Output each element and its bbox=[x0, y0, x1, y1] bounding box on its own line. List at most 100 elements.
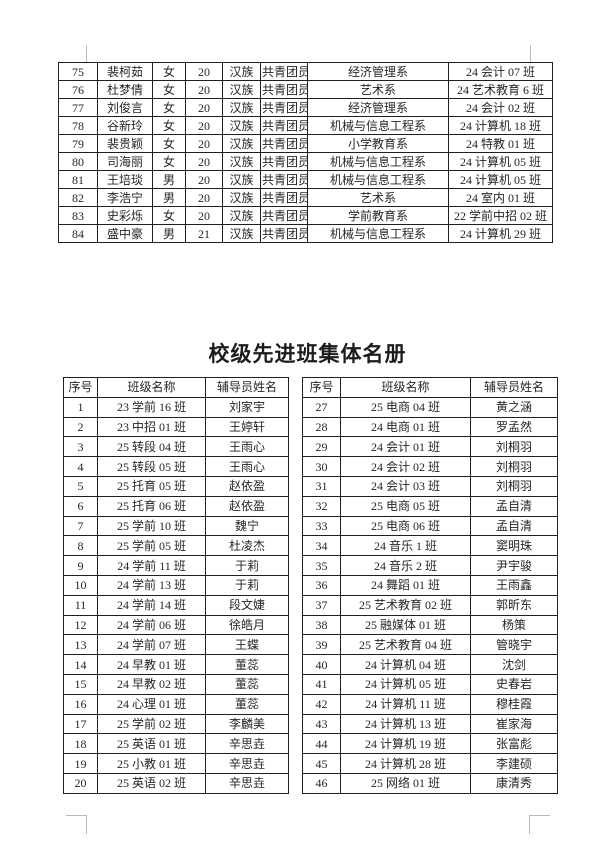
table-cell: 20 bbox=[185, 170, 223, 189]
table-cell: 83 bbox=[58, 206, 98, 225]
crop-mark-bottom-left bbox=[66, 815, 87, 834]
table-cell: 25 托育 06 班 bbox=[97, 495, 206, 517]
table-cell: 辛思垚 bbox=[205, 753, 289, 774]
table-cell: 1 bbox=[63, 396, 98, 418]
table-cell: 25 小教 01 班 bbox=[97, 753, 206, 774]
table-cell: 24 学前 06 班 bbox=[97, 614, 206, 636]
table-cell: 25 电商 04 班 bbox=[340, 396, 471, 418]
table-cell: 12 bbox=[63, 614, 98, 636]
table-cell: 罗孟然 bbox=[470, 416, 558, 438]
table-cell: 魏宁 bbox=[205, 515, 289, 537]
table-cell: 24 计算机 11 班 bbox=[340, 693, 471, 715]
table-row: 43 24 计算机 13 班崔家海 bbox=[302, 713, 558, 735]
table-cell: 25 电商 06 班 bbox=[340, 515, 471, 537]
table-cell: 45 bbox=[302, 753, 341, 774]
table-cell: 24 计算机 19 班 bbox=[340, 733, 471, 755]
table-cell: 辛思垚 bbox=[205, 772, 289, 794]
table-cell: 43 bbox=[302, 713, 341, 735]
table-cell: 康清秀 bbox=[470, 772, 558, 794]
table-cell: 汉族 bbox=[222, 80, 261, 99]
table-cell: 徐皓月 bbox=[205, 614, 289, 636]
table-cell: 24 会计 01 班 bbox=[340, 436, 471, 458]
table-row: 28 24 电商 01 班罗孟然 bbox=[302, 416, 558, 438]
table-row: 41 24 计算机 05 班史春岩 bbox=[302, 673, 558, 695]
table-cell: 管晓宇 bbox=[470, 634, 558, 656]
table-cell: 24 学前 14 班 bbox=[97, 594, 206, 616]
table-cell: 9 bbox=[63, 555, 98, 576]
table-row: 35 24 音乐 2 班尹宇骏 bbox=[302, 555, 558, 576]
table-cell: 共青团员 bbox=[260, 170, 308, 189]
table-cell: 汉族 bbox=[222, 224, 261, 243]
table-row: 14 24 早教 01 班董蕊 bbox=[63, 654, 289, 675]
table-cell: 李建硕 bbox=[470, 753, 558, 774]
table-row: 45 24 计算机 28 班李建硕 bbox=[302, 753, 558, 774]
table-cell: 79 bbox=[58, 134, 98, 153]
table-cell: 机械与信息工程系 bbox=[307, 224, 449, 243]
table-cell: 女 bbox=[152, 80, 186, 99]
table-cell: 女 bbox=[152, 206, 186, 225]
crop-mark-top-right bbox=[530, 45, 531, 62]
table-cell: 27 bbox=[302, 396, 341, 418]
table-row: 11 24 学前 14 班段文婕 bbox=[63, 594, 289, 616]
table-cell: 25 托育 05 班 bbox=[97, 475, 206, 497]
table-cell: 41 bbox=[302, 673, 341, 695]
table-row: 37 25 艺术教育 02 班郭昕东 bbox=[302, 594, 558, 616]
crop-mark-bottom-right bbox=[529, 815, 550, 834]
table-cell: 裴柯茹 bbox=[97, 62, 153, 81]
table-row: 19 25 小教 01 班辛思垚 bbox=[63, 753, 289, 774]
table-cell: 张富彪 bbox=[470, 733, 558, 755]
table-cell: 17 bbox=[63, 713, 98, 735]
table-row: 3 25 转段 04 班王雨心 bbox=[63, 436, 289, 458]
table-row: 29 24 会计 01 班刘桐羽 bbox=[302, 436, 558, 458]
table-cell: 80 bbox=[58, 152, 98, 171]
roster-table-right: 序号 班级名称 辅导员姓名 27 25 电商 04 班黄之涵 28 24 电商 01 … bbox=[302, 377, 558, 794]
table-cell: 25 转段 05 班 bbox=[97, 456, 206, 477]
table-cell: 29 bbox=[302, 436, 341, 458]
student-table-body: 75 裴柯茹女 20 汉族 共青团员 经济管理系 24 会计 07 班 76 杜梦倩女 20 汉族共… bbox=[58, 62, 553, 243]
table-row: 12 24 学前 06 班徐皓月 bbox=[63, 614, 289, 636]
table-cell: 46 bbox=[302, 772, 341, 794]
table-cell: 24 电商 01 班 bbox=[340, 416, 471, 438]
table-row: 77 刘俊言女 20 汉族 共青团员 经济管理系 24 会计 02 班 bbox=[58, 98, 553, 117]
table-cell: 24 计算机 18 班 bbox=[448, 116, 553, 135]
column-header-class: 班级名称 bbox=[97, 377, 206, 398]
table-row: 32 25 电商 05 班孟自清 bbox=[302, 495, 558, 517]
table-cell: 78 bbox=[58, 116, 98, 135]
table-cell: 沈剑 bbox=[470, 654, 558, 675]
table-cell: 共青团员 bbox=[260, 224, 308, 243]
table-cell: 王婷轩 bbox=[205, 416, 289, 438]
table-row: 17 25 学前 02 班李麟美 bbox=[63, 713, 289, 735]
table-row: 16 24 心理 01 班董蕊 bbox=[63, 693, 289, 715]
table-row: 9 24 学前 11 班于莉 bbox=[63, 555, 289, 576]
table-cell: 女 bbox=[152, 62, 186, 81]
table-cell: 24 音乐 1 班 bbox=[340, 535, 471, 557]
table-cell: 20 bbox=[185, 62, 223, 81]
table-cell: 24 计算机 04 班 bbox=[340, 654, 471, 675]
table-cell: 25 艺术教育 02 班 bbox=[340, 594, 471, 616]
table-cell: 杨策 bbox=[470, 614, 558, 636]
roster-left-body: 1 23 学前 16 班刘家宇 2 23 中招 01 班王婷轩 3 25 转段 04 班王… bbox=[63, 396, 289, 794]
table-cell: 20 bbox=[185, 98, 223, 117]
roster-table-left: 序号 班级名称 辅导员姓名 1 23 学前 16 班刘家宇 2 23 中招 01 班王… bbox=[63, 377, 289, 794]
table-row: 83 史彩烁女 20 汉族 共青团员 学前教育系 22 学前中招 02 班 bbox=[58, 206, 553, 225]
table-cell: 李麟美 bbox=[205, 713, 289, 735]
table-cell: 女 bbox=[152, 98, 186, 117]
table-cell: 24 音乐 2 班 bbox=[340, 555, 471, 576]
table-cell: 82 bbox=[58, 188, 98, 207]
table-row: 10 24 学前 13 班于莉 bbox=[63, 574, 289, 596]
table-cell: 共青团员 bbox=[260, 116, 308, 135]
table-row: 34 24 音乐 1 班窦明珠 bbox=[302, 535, 558, 557]
table-cell: 25 学前 02 班 bbox=[97, 713, 206, 735]
student-table: 75 裴柯茹女 20 汉族 共青团员 经济管理系 24 会计 07 班 76 杜梦倩女 20 汉族共… bbox=[58, 62, 553, 243]
table-cell: 84 bbox=[58, 224, 98, 243]
table-cell: 36 bbox=[302, 574, 341, 596]
table-cell: 24 早教 02 班 bbox=[97, 673, 206, 695]
table-cell: 汉族 bbox=[222, 116, 261, 135]
table-row: 42 24 计算机 11 班穆桂霞 bbox=[302, 693, 558, 715]
table-row: 84 盛中豪男 21 汉族 共青团员 机械与信息工程系 24 计算机 29 班 bbox=[58, 224, 553, 243]
table-cell: 女 bbox=[152, 152, 186, 171]
table-cell: 81 bbox=[58, 170, 98, 189]
table-cell: 汉族 bbox=[222, 62, 261, 81]
table-cell: 42 bbox=[302, 693, 341, 715]
